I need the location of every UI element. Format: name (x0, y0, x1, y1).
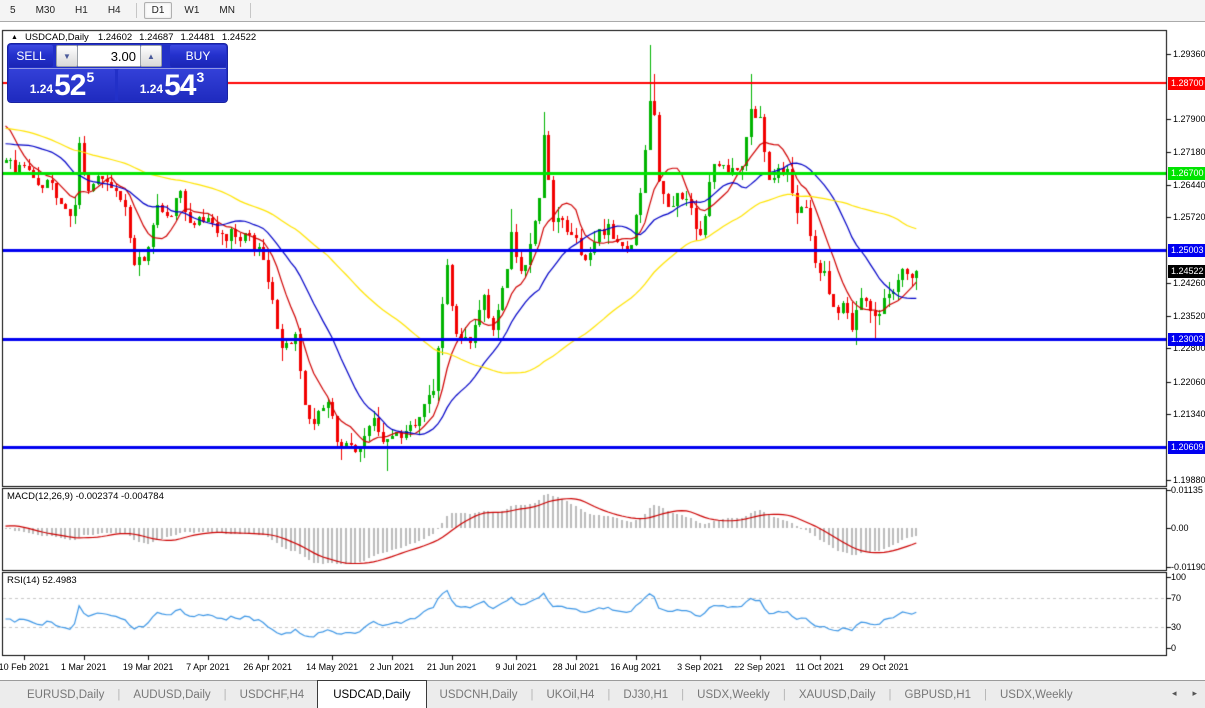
timeframe-button-m30[interactable]: M30 (35, 5, 56, 16)
buy-price-big: 54 (164, 69, 196, 103)
timeframe-button-w1[interactable]: W1 (184, 5, 200, 16)
chart-symbol-title: USDCAD,Daily (24, 32, 89, 43)
tab-separator: | (983, 688, 987, 701)
tab-separator: | (117, 688, 121, 701)
chart-tab-eurusd-daily[interactable]: EURUSD,Daily (27, 688, 105, 701)
volume-increase-button[interactable]: ▲ (140, 45, 162, 67)
timeframe-button-h4[interactable]: H4 (107, 5, 121, 16)
sell-button[interactable]: SELL (9, 45, 53, 67)
tab-scrollers: ◂ ▸ (1172, 688, 1197, 699)
toolbar-separator (249, 3, 251, 18)
tab-separator: | (782, 688, 786, 701)
tab-scroll-left-icon[interactable]: ◂ (1171, 688, 1177, 698)
chart-tab-xauusd-daily[interactable]: XAUUSD,Daily (798, 688, 876, 701)
chart-tab-usdchf-h4[interactable]: USDCHF,H4 (239, 688, 305, 701)
timeframe-button-d1[interactable]: D1 (143, 2, 173, 19)
buy-button[interactable]: BUY (170, 45, 226, 67)
tab-separator: | (607, 688, 611, 701)
sell-price-big: 52 (54, 69, 86, 103)
chart-tab-ukoil-h4[interactable]: UKOil,H4 (546, 688, 595, 701)
tab-separator: | (888, 688, 892, 701)
ohlc-close: 1.24522 (221, 32, 257, 43)
ohlc-open: 1.24602 (97, 32, 133, 43)
timeframe-button-5[interactable]: 5 (10, 5, 16, 16)
chart-tab-dj30-h1[interactable]: DJ30,H1 (623, 688, 669, 701)
ohlc-low: 1.24481 (180, 32, 215, 43)
chart-window: ▲ USDCAD,Daily 1.24602 1.24687 1.24481 1… (0, 22, 1205, 680)
toolbar-separator (135, 3, 137, 18)
buy-price-display[interactable]: 1.24 54 3 (118, 69, 226, 101)
volume-input[interactable] (78, 45, 140, 67)
chart-tab-bar: EURUSD,Daily | AUDUSD,Daily | USDCHF,H4 USDCA… (0, 680, 1205, 708)
timeframe-button-h1[interactable]: H1 (75, 5, 88, 16)
tab-separator: | (530, 688, 534, 701)
sell-price-prefix: 1.24 (29, 82, 54, 96)
sell-price-display[interactable]: 1.24 52 5 (9, 69, 116, 103)
chart-tab-audusd-daily[interactable]: AUDUSD,Daily (133, 688, 211, 701)
ohlc-high: 1.24687 (139, 32, 174, 43)
sell-price-sup: 5 (86, 69, 95, 85)
timeframe-button-mn[interactable]: MN (219, 5, 235, 16)
tab-separator: | (223, 688, 227, 701)
timeframe-toolbar: 5 M30 H1 H4 D1 W1 MN (0, 0, 1205, 22)
volume-decrease-button[interactable]: ▼ (56, 45, 78, 67)
chart-tab-usdcnh-daily[interactable]: USDCNH,Daily (439, 688, 518, 701)
buy-price-sup: 3 (196, 69, 205, 85)
chart-tab-usdx-weekly[interactable]: USDX,Weekly (697, 688, 770, 701)
chart-tab-gbpusd-h1[interactable]: GBPUSD,H1 (904, 688, 971, 701)
chart-header: ▲ USDCAD,Daily 1.24602 1.24687 1.24481 1… (11, 32, 256, 43)
one-click-trading-panel: SELL ▼ ▲ BUY 1.24 52 5 1.24 54 3 (8, 44, 227, 102)
tab-scroll-right-icon[interactable]: ▸ (1192, 688, 1197, 698)
collapse-arrow-icon[interactable]: ▲ (11, 34, 18, 41)
chart-canvas[interactable] (0, 22, 1205, 680)
chart-tab-usdcad-daily[interactable]: USDCAD,Daily (317, 680, 427, 708)
chart-tab-usdx-weekly[interactable]: USDX,Weekly (999, 688, 1073, 701)
buy-price-prefix: 1.24 (139, 82, 164, 96)
tab-separator: | (681, 688, 685, 701)
